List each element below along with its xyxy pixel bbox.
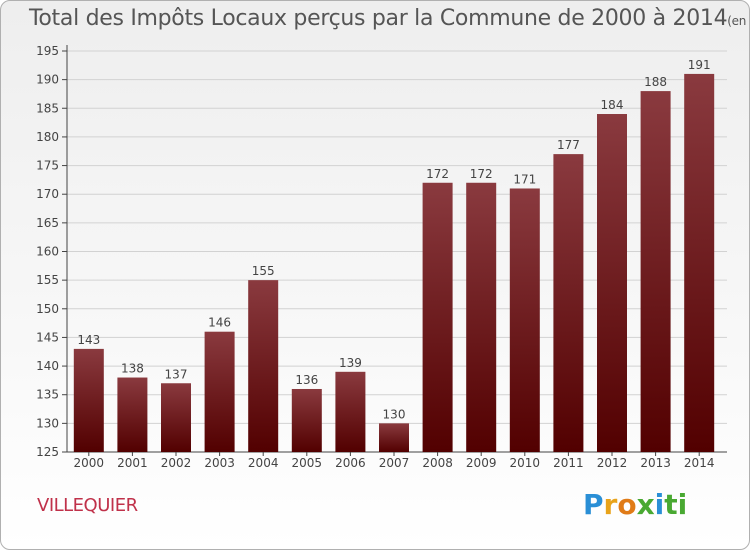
bar-value-label: 171 xyxy=(513,172,536,186)
y-tick-label: 155 xyxy=(36,273,59,287)
bar-value-label: 137 xyxy=(165,367,188,381)
logo-letter: r xyxy=(603,488,618,521)
y-tick-label: 125 xyxy=(36,445,59,459)
y-tick-label: 140 xyxy=(36,359,59,373)
bar xyxy=(73,348,104,452)
bar xyxy=(161,383,191,452)
x-tick-label: 2011 xyxy=(553,456,584,470)
bar xyxy=(509,188,540,452)
bar-value-label: 130 xyxy=(383,407,406,421)
logo-letter: o xyxy=(617,488,637,521)
x-tick-label: 2007 xyxy=(379,456,410,470)
x-tick-label: 2008 xyxy=(422,456,453,470)
y-tick-label: 160 xyxy=(36,245,59,259)
y-tick-label: 195 xyxy=(36,44,59,58)
y-tick-label: 135 xyxy=(36,388,59,402)
logo-letter: P xyxy=(583,488,604,521)
bar xyxy=(291,388,322,452)
x-tick-label: 2014 xyxy=(684,456,715,470)
x-tick-label: 2004 xyxy=(248,456,279,470)
bar-value-label: 143 xyxy=(77,333,100,347)
bar xyxy=(379,423,409,452)
bar-value-label: 172 xyxy=(426,167,449,181)
x-tick-label: 2013 xyxy=(640,456,671,470)
x-tick-label: 2012 xyxy=(597,456,628,470)
bar-value-label: 184 xyxy=(601,98,624,112)
proxiti-logo: Proxiti xyxy=(583,488,687,521)
y-tick-label: 175 xyxy=(36,159,59,173)
y-tick-label: 170 xyxy=(36,187,59,201)
bar xyxy=(204,331,235,452)
bar-value-label: 155 xyxy=(252,264,275,278)
logo-letter: x xyxy=(636,488,655,521)
bar-value-label: 172 xyxy=(470,167,493,181)
x-tick-label: 2006 xyxy=(335,456,366,470)
y-tick-label: 180 xyxy=(36,130,59,144)
bar xyxy=(684,73,715,453)
x-tick-label: 2010 xyxy=(510,456,541,470)
bar-value-label: 177 xyxy=(557,138,580,152)
chart-unit: (en milliers d'€) xyxy=(727,14,749,28)
x-tick-label: 2009 xyxy=(466,456,497,470)
y-tick-label: 145 xyxy=(36,330,59,344)
y-tick-label: 130 xyxy=(36,416,59,430)
bar-value-label: 136 xyxy=(295,373,318,387)
y-tick-label: 185 xyxy=(36,101,59,115)
logo-letter: ti xyxy=(664,488,688,521)
bar xyxy=(466,182,497,452)
bar xyxy=(117,377,148,452)
y-tick-label: 150 xyxy=(36,302,59,316)
bar xyxy=(248,280,279,452)
x-tick-label: 2001 xyxy=(117,456,148,470)
chart-title-text: Total des Impôts Locaux perçus par la Co… xyxy=(29,6,728,31)
x-tick-label: 2002 xyxy=(161,456,192,470)
bar-value-label: 146 xyxy=(208,316,231,330)
bar xyxy=(335,371,366,452)
bar-value-label: 139 xyxy=(339,356,362,370)
bar xyxy=(553,154,584,452)
bar xyxy=(597,114,627,452)
bar-value-label: 138 xyxy=(121,362,144,376)
commune-name: VILLEQUIER xyxy=(37,495,138,516)
bar-value-label: 188 xyxy=(644,75,667,89)
bars xyxy=(73,73,715,453)
logo-letter: i xyxy=(654,488,665,521)
x-tick-label: 2000 xyxy=(74,456,105,470)
bar xyxy=(640,91,671,452)
y-tick-label: 165 xyxy=(36,216,59,230)
bar-value-label: 191 xyxy=(688,58,711,72)
chart-title: Total des Impôts Locaux perçus par la Co… xyxy=(29,6,749,31)
bar xyxy=(422,182,453,452)
y-tick-label: 190 xyxy=(36,73,59,87)
x-tick-label: 2005 xyxy=(292,456,323,470)
labels: 125 130 135 140 145 150 155 160 165 170 175 180 185 1… xyxy=(36,44,714,470)
x-tick-label: 2003 xyxy=(204,456,235,470)
